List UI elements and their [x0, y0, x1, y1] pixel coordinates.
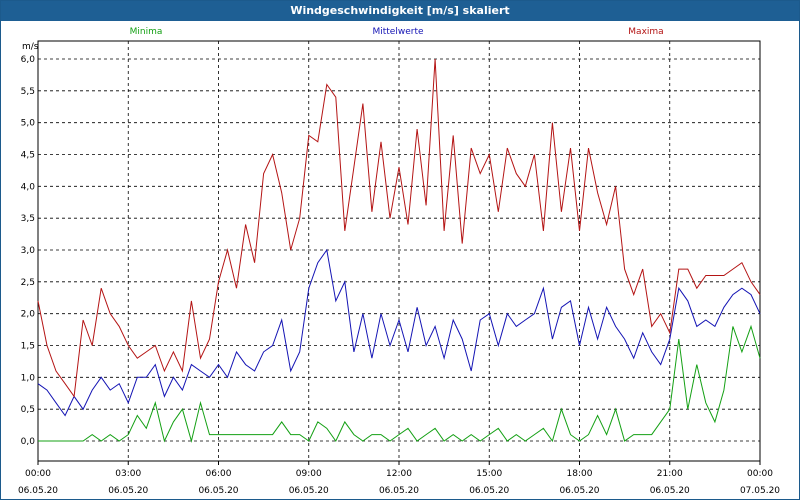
- x-tick-time: 03:00: [115, 469, 141, 479]
- y-tick-label: 5,5: [21, 87, 35, 97]
- series-line-minima: [38, 324, 761, 443]
- x-tick-date: 07.05.20: [740, 486, 780, 496]
- x-tick-date: 06.05.20: [108, 486, 148, 496]
- grid-lines: [38, 41, 760, 461]
- x-tick-time: 00:00: [747, 469, 773, 479]
- x-tick-time: 12:00: [386, 469, 412, 479]
- x-tick-date: 06.05.20: [469, 486, 509, 496]
- y-axis-unit: m/s: [22, 42, 39, 52]
- y-tick-label: 0,5: [21, 405, 35, 415]
- y-tick-label: 4,0: [21, 182, 36, 192]
- x-tick-time: 21:00: [657, 469, 683, 479]
- x-tick-date: 06.05.20: [198, 486, 238, 496]
- x-tick-date: 06.05.20: [379, 486, 419, 496]
- y-tick-label: 1,5: [21, 342, 35, 352]
- legend-maxima: Maxima: [628, 27, 663, 37]
- y-tick-label: 0,0: [21, 437, 36, 447]
- y-tick-label: 2,0: [21, 310, 36, 320]
- y-tick-label: 6,0: [21, 55, 36, 65]
- series-line-mittelwerte: [37, 248, 761, 417]
- x-tick-date: 06.05.20: [18, 486, 58, 496]
- x-tick-time: 18:00: [567, 469, 593, 479]
- y-tick-label: 1,0: [21, 373, 36, 383]
- x-tick-date: 06.05.20: [289, 486, 329, 496]
- x-axis: 00:00 06.05.20 03:00 06.05.20 06:00 06.05.20 0…: [18, 461, 780, 496]
- y-tick-label: 4,5: [21, 151, 35, 161]
- x-tick-time: 09:00: [296, 469, 322, 479]
- legend-mittelwerte: Mittelwerte: [372, 27, 423, 37]
- x-tick-time: 06:00: [206, 469, 232, 479]
- series-line-maxima: [37, 58, 761, 398]
- y-tick-label: 5,0: [21, 119, 36, 129]
- y-tick-label: 3,5: [21, 214, 35, 224]
- series-lines: [37, 58, 761, 443]
- legend-minima: Minima: [130, 27, 163, 37]
- y-axis: 0,0 0,5 1,0 1,5 2,0 2,5 3,0 3,5 4,0 4,5 5,0 5,5 6,0: [21, 55, 36, 447]
- x-tick-time: 15:00: [476, 469, 502, 479]
- y-tick-label: 3,0: [21, 246, 36, 256]
- y-tick-label: 2,5: [21, 278, 35, 288]
- chart-title: Windgeschwindigkeit [m/s] skaliert: [1, 1, 799, 21]
- x-tick-date: 06.05.20: [559, 486, 599, 496]
- x-tick-date: 06.05.20: [650, 486, 690, 496]
- legend: Minima Mittelwerte Maxima: [130, 27, 664, 37]
- x-tick-time: 00:00: [25, 469, 51, 479]
